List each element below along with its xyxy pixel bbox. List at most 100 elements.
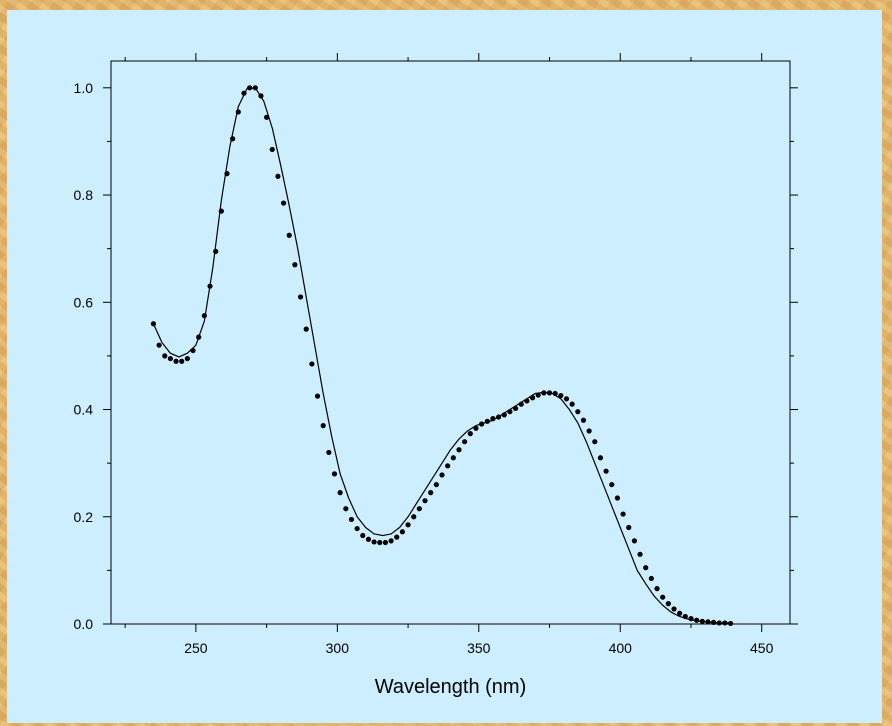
- data-point: [688, 616, 694, 622]
- data-point: [439, 472, 445, 478]
- data-point: [320, 423, 326, 429]
- data-points-layer: [150, 85, 734, 627]
- data-point: [343, 506, 349, 512]
- data-point: [614, 495, 621, 501]
- data-point: [660, 594, 666, 600]
- data-point: [167, 355, 174, 362]
- y-tick-label: 0.2: [74, 509, 94, 525]
- data-point: [399, 529, 405, 535]
- plot-frame-layer: [110, 60, 791, 625]
- spectrum-chart: 250 300 350 400 450 0.0 0.2 0.4 0.6 0.8 1.0 Wavele…: [74, 53, 798, 698]
- data-point: [626, 524, 632, 531]
- data-point: [586, 428, 592, 434]
- x-tick-label: 400: [609, 640, 633, 656]
- data-point: [484, 418, 490, 424]
- data-point: [241, 90, 247, 96]
- data-point: [337, 490, 343, 496]
- data-point: [580, 417, 587, 423]
- data-point: [230, 136, 236, 142]
- data-point: [450, 455, 456, 461]
- chart-panel: 250 300 350 400 450 0.0 0.2 0.4 0.6 0.8 1.0 Wavele…: [7, 10, 882, 723]
- data-point: [479, 421, 485, 427]
- data-point: [643, 565, 649, 571]
- data-point: [314, 393, 321, 399]
- data-point: [507, 409, 513, 415]
- data-point: [722, 620, 728, 626]
- data-point: [388, 538, 394, 544]
- data-point: [269, 146, 275, 153]
- data-point: [462, 439, 468, 445]
- data-point: [524, 398, 530, 404]
- y-tick-label: 0.8: [74, 187, 94, 203]
- data-point: [297, 294, 304, 300]
- data-point: [637, 551, 643, 557]
- data-point: [569, 401, 575, 407]
- data-point: [394, 534, 400, 540]
- data-point: [365, 536, 372, 542]
- data-point: [563, 396, 570, 402]
- data-point: [309, 361, 315, 367]
- data-point: [631, 538, 638, 544]
- data-point: [535, 392, 541, 398]
- data-point: [207, 283, 213, 289]
- data-point: [173, 358, 179, 364]
- data-point: [501, 412, 507, 418]
- data-point: [377, 539, 383, 546]
- data-point: [360, 532, 366, 539]
- y-tick-label: 1.0: [74, 80, 94, 96]
- data-point: [677, 610, 683, 616]
- tick-layer: 250 300 350 400 450 0.0 0.2 0.4 0.6 0.8 1.0: [74, 53, 798, 656]
- data-point: [620, 511, 626, 517]
- data-point: [303, 326, 309, 332]
- data-point: [433, 481, 439, 488]
- data-point: [252, 85, 258, 91]
- data-point: [529, 395, 536, 401]
- data-point: [382, 539, 389, 546]
- y-tick-label: 0.6: [74, 294, 94, 310]
- data-point: [247, 85, 253, 91]
- data-point: [292, 262, 298, 268]
- data-point: [592, 439, 598, 445]
- fit-line-layer: [152, 87, 731, 624]
- data-point: [512, 405, 519, 412]
- x-tick-label: 300: [326, 640, 350, 656]
- data-point: [552, 390, 558, 397]
- data-point: [428, 490, 434, 496]
- data-point: [196, 334, 202, 340]
- data-point: [213, 248, 219, 254]
- data-point: [597, 455, 604, 461]
- data-point: [575, 409, 581, 415]
- data-point: [665, 601, 671, 607]
- x-tick-label: 450: [750, 640, 774, 656]
- data-point: [348, 516, 355, 523]
- data-point: [456, 447, 462, 453]
- y-tick-label: 0.0: [74, 616, 94, 632]
- data-point: [671, 606, 677, 612]
- data-point: [224, 171, 230, 177]
- data-point: [682, 613, 688, 620]
- x-tick-label: 250: [184, 640, 208, 656]
- data-point: [648, 575, 654, 582]
- data-point: [162, 353, 168, 359]
- plot-frame: [110, 60, 791, 625]
- x-axis-title: Wavelength (nm): [375, 676, 527, 698]
- data-point: [546, 390, 553, 396]
- data-point: [354, 525, 360, 532]
- fit-line: [152, 87, 731, 624]
- data-point: [179, 358, 185, 364]
- data-point: [467, 431, 473, 437]
- data-point: [371, 539, 377, 545]
- data-point: [496, 414, 502, 420]
- data-point: [190, 347, 196, 354]
- data-point: [218, 208, 224, 214]
- x-tick-label: 350: [467, 640, 491, 656]
- data-point: [184, 355, 190, 362]
- data-point: [705, 619, 711, 625]
- data-point: [275, 173, 281, 179]
- data-point: [258, 93, 264, 99]
- data-point: [280, 200, 287, 206]
- data-point: [201, 313, 207, 319]
- data-point: [727, 620, 734, 627]
- data-point: [416, 506, 422, 512]
- data-point: [603, 468, 609, 474]
